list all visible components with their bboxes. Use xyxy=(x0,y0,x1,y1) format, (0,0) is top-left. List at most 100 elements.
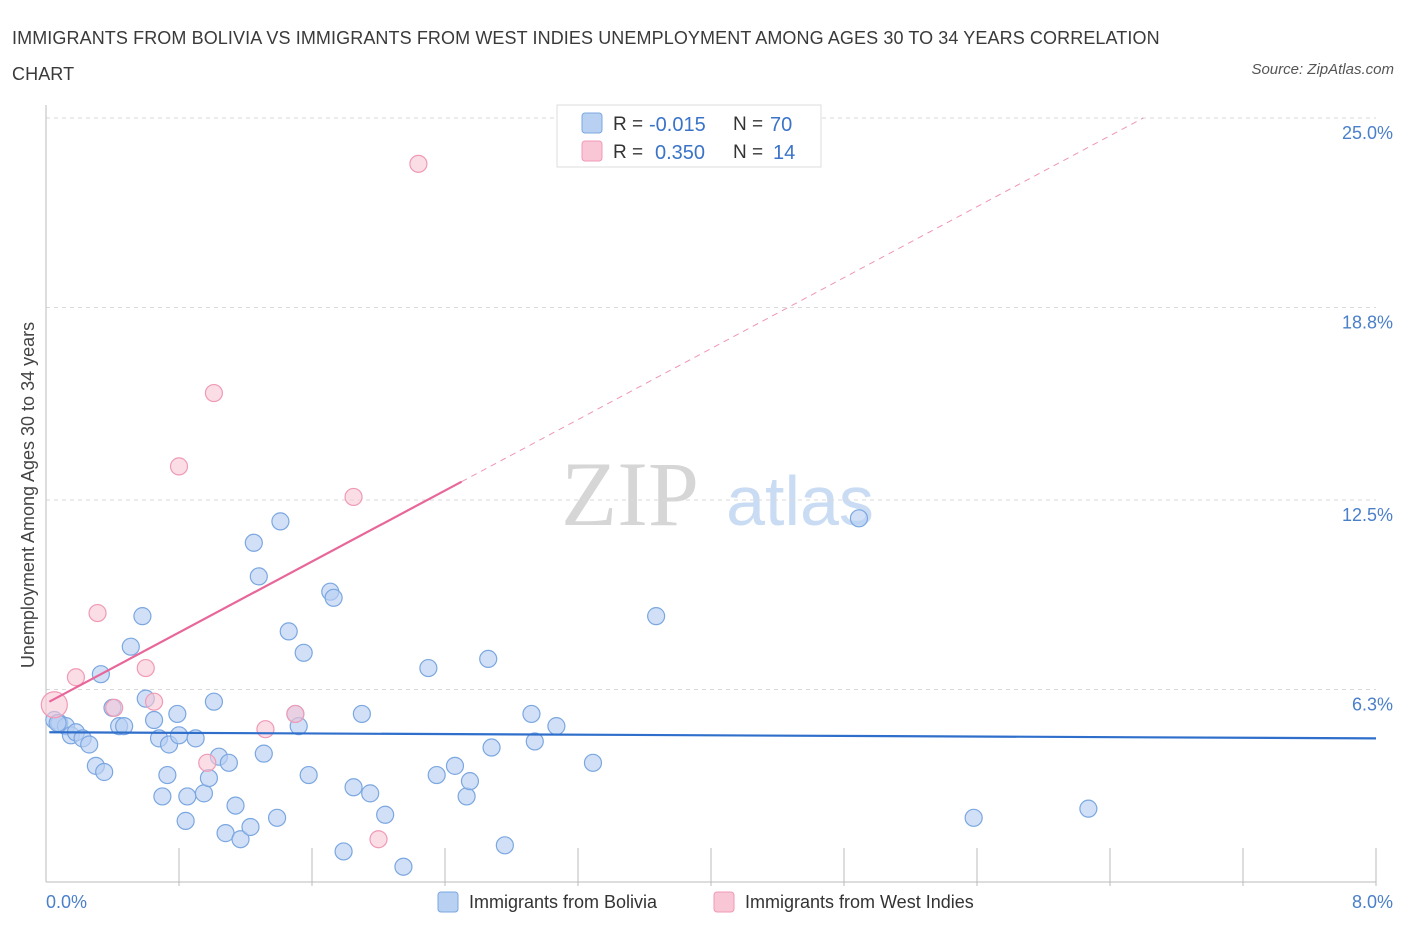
west-indies-point xyxy=(198,753,217,772)
bolivia-point xyxy=(457,787,476,806)
y-tick-labels: 6.3% 12.5% 18.8% 25.0% xyxy=(1342,123,1393,714)
bolivia-point xyxy=(226,796,245,815)
bolivia-point xyxy=(158,765,177,785)
bolivia-point xyxy=(394,857,413,876)
bolivia-point xyxy=(186,729,205,748)
bolivia-point xyxy=(249,567,268,586)
bolivia-point xyxy=(279,622,298,641)
legend-r-label-bolivia: R = xyxy=(613,114,643,135)
bolivia-point xyxy=(153,787,172,806)
bolivia-point xyxy=(1079,799,1098,818)
y-tick-label: 25.0% xyxy=(1342,123,1393,143)
bolivia-point xyxy=(352,704,371,724)
bolivia-point xyxy=(219,753,238,772)
legend-n-value-bolivia: 70 xyxy=(770,114,792,136)
bolivia-point xyxy=(482,738,501,757)
bolivia-point xyxy=(299,765,318,785)
bolivia-point xyxy=(324,588,343,607)
watermark-atlas: atlas xyxy=(726,462,874,540)
bolivia-series xyxy=(45,509,1098,876)
west-indies-point xyxy=(105,698,124,717)
bolivia-point xyxy=(849,509,869,528)
bolivia-point xyxy=(176,811,195,830)
bolivia-point xyxy=(199,768,219,788)
y-tick-label: 18.8% xyxy=(1342,312,1393,332)
bolivia-point xyxy=(525,732,544,751)
bolivia-point xyxy=(460,772,480,791)
west-indies-point xyxy=(88,603,107,623)
legend-n-label-west-indies: N = xyxy=(733,142,763,163)
west-indies-trend-extension xyxy=(461,117,1144,483)
west-indies-point xyxy=(409,154,428,173)
bolivia-point xyxy=(344,778,363,797)
bolivia-point xyxy=(647,607,666,626)
bolivia-point xyxy=(244,533,263,552)
west-indies-point xyxy=(204,383,224,403)
bottom-legend-label-west-indies: Immigrants from West Indies xyxy=(745,892,974,912)
bolivia-point xyxy=(361,784,380,803)
stats-legend: R = -0.015 N = 70 R = 0.350 N = 14 xyxy=(556,104,822,168)
legend-r-value-bolivia: -0.015 xyxy=(649,114,706,136)
y-axis-label: Unemployment Among Ages 30 to 34 years xyxy=(18,322,38,668)
legend-r-label-west-indies: R = xyxy=(613,142,643,163)
bolivia-point xyxy=(294,643,313,662)
chart-source: Source: ZipAtlas.com xyxy=(1251,61,1394,78)
bolivia-point xyxy=(231,830,250,849)
bolivia-point xyxy=(427,765,446,785)
bolivia-point xyxy=(547,717,566,736)
west-indies-point xyxy=(169,457,189,476)
x-tick-label-min: 0.0% xyxy=(46,892,87,912)
bolivia-point xyxy=(178,787,197,806)
bolivia-point xyxy=(168,704,187,724)
bolivia-point xyxy=(522,704,541,724)
legend-r-value-west-indies: 0.350 xyxy=(655,142,705,164)
gridlines xyxy=(46,117,1376,690)
bolivia-point xyxy=(80,735,99,754)
y-tick-label: 12.5% xyxy=(1342,505,1393,525)
legend-swatch-bolivia xyxy=(581,112,603,134)
bolivia-point xyxy=(95,762,114,782)
west-indies-point xyxy=(256,720,275,739)
watermark-zip: ZIP xyxy=(561,443,699,545)
bolivia-point xyxy=(241,817,260,837)
bottom-legend-swatch-west-indies xyxy=(713,891,735,913)
west-indies-point xyxy=(286,704,305,724)
bolivia-point xyxy=(445,756,465,775)
west-indies-point xyxy=(369,830,388,849)
bolivia-point xyxy=(271,512,290,531)
west-indies-point xyxy=(344,487,363,507)
x-tick-label-max: 8.0% xyxy=(1352,892,1393,912)
bolivia-point xyxy=(133,607,152,626)
bolivia-point xyxy=(376,805,395,824)
west-indies-point xyxy=(40,691,68,719)
bolivia-point xyxy=(479,649,498,669)
bolivia-trend-line xyxy=(49,731,1377,740)
trend-lines xyxy=(48,117,1377,740)
bolivia-point xyxy=(419,658,438,678)
legend-n-value-west-indies: 14 xyxy=(773,142,795,164)
bolivia-point xyxy=(495,836,514,855)
legend-swatch-west-indies xyxy=(581,140,603,162)
bolivia-point xyxy=(964,808,983,827)
y-tick-label: 6.3% xyxy=(1352,694,1393,714)
west-indies-trend-line xyxy=(48,480,463,703)
bolivia-point xyxy=(254,744,273,763)
series-legend: Immigrants from Bolivia Immigrants from … xyxy=(437,891,974,913)
bolivia-point xyxy=(194,784,214,803)
bolivia-point xyxy=(267,808,287,827)
west-indies-series xyxy=(40,154,428,849)
chart-title: IMMIGRANTS FROM BOLIVIA VS IMMIGRANTS FR… xyxy=(12,28,1160,84)
bolivia-point xyxy=(204,692,224,711)
bottom-legend-swatch-bolivia xyxy=(437,891,459,913)
bolivia-point xyxy=(144,710,164,730)
west-indies-point xyxy=(144,692,164,711)
legend-n-label-bolivia: N = xyxy=(733,114,763,135)
bolivia-point xyxy=(169,726,189,745)
bolivia-point xyxy=(334,842,353,861)
west-indies-point xyxy=(136,658,155,678)
axes xyxy=(45,105,1377,886)
bolivia-point xyxy=(115,717,134,736)
bottom-legend-label-bolivia: Immigrants from Bolivia xyxy=(469,892,658,912)
bolivia-point xyxy=(121,637,140,656)
